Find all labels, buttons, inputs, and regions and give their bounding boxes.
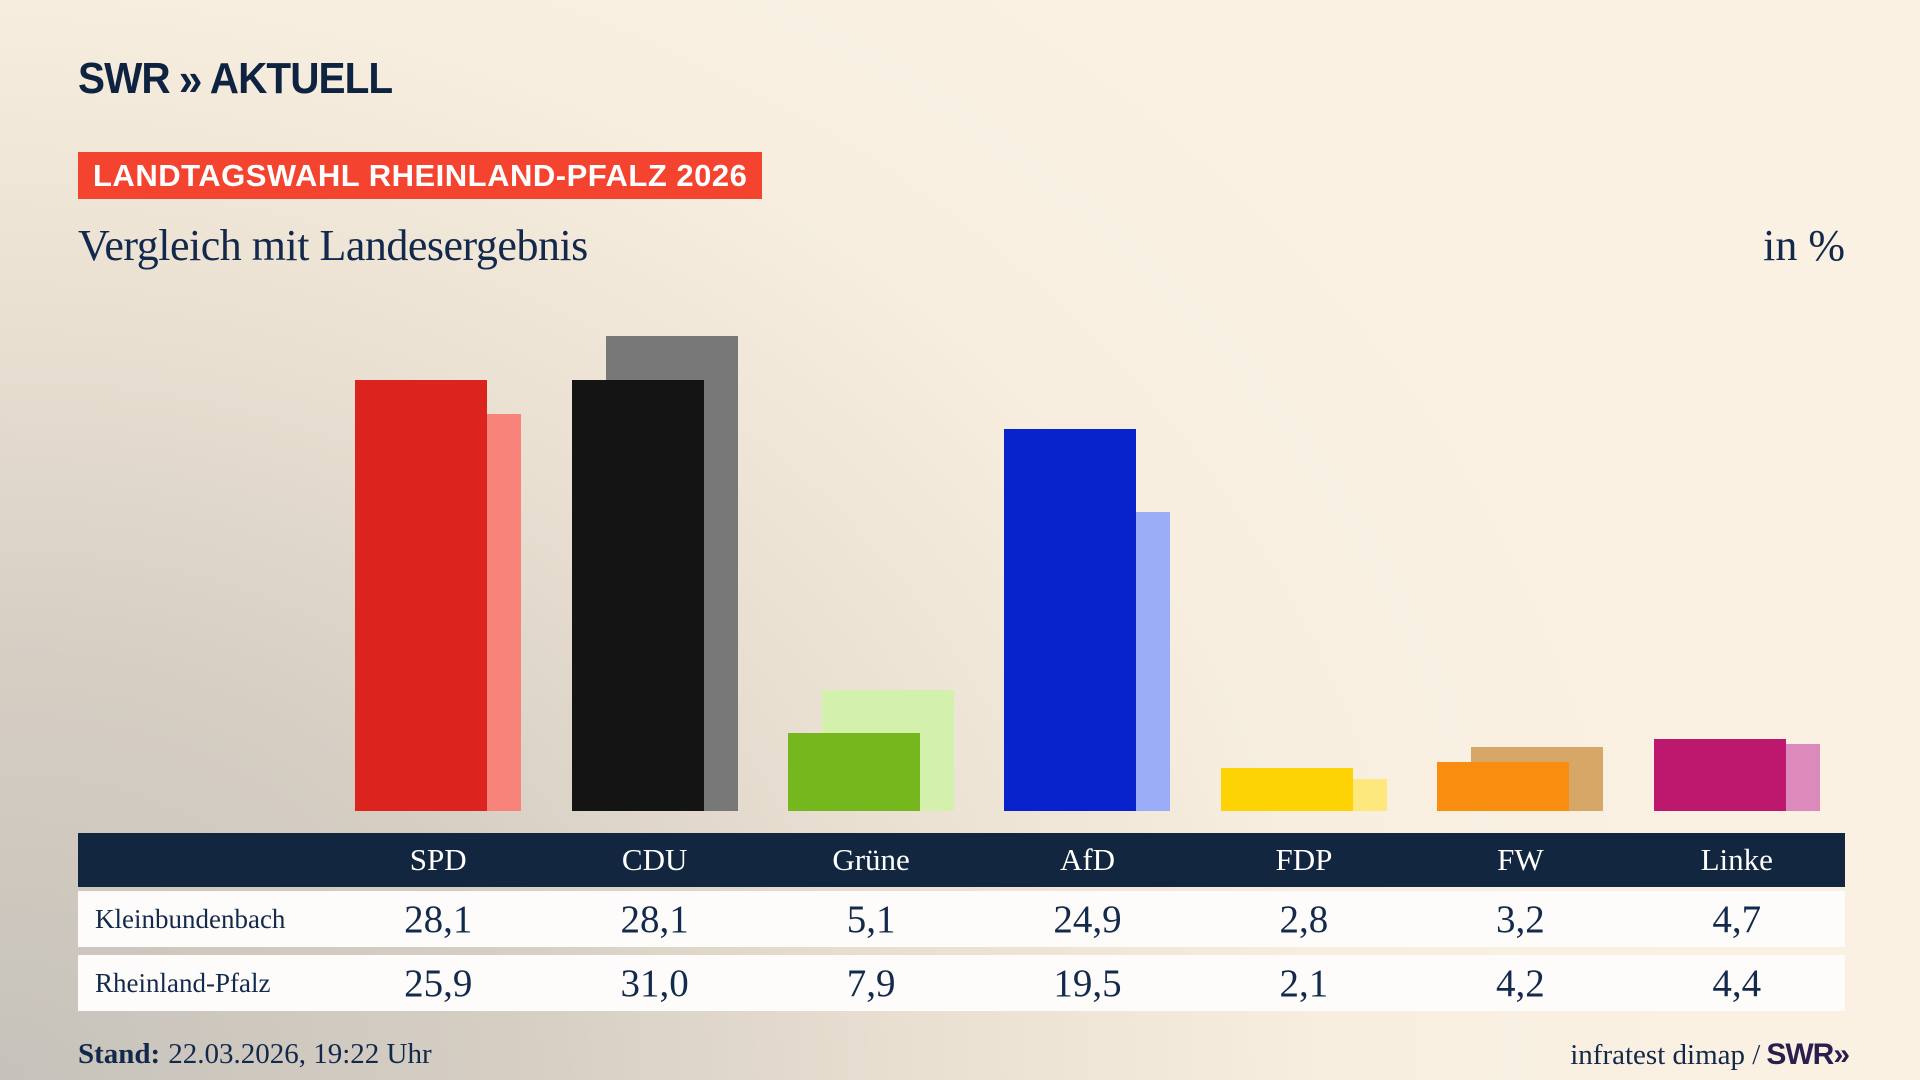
bar-municipality-result xyxy=(1220,768,1353,811)
source-chevron-icon: » xyxy=(1833,1038,1850,1071)
brand-logo: SWR» AKTUELL xyxy=(78,52,393,106)
page-title: Vergleich mit Landesergebnis xyxy=(78,221,588,270)
bar-municipality-result xyxy=(571,380,704,811)
bar-column-spd xyxy=(330,251,546,811)
bar-column-afd xyxy=(979,251,1195,811)
bar-column-fw xyxy=(1412,251,1628,811)
results-table: SPD CDU Grüne AfD FDP FW Linke Kleinbundenbach… xyxy=(78,833,1845,1019)
party-header-cell: SPD xyxy=(409,842,467,877)
bar-group xyxy=(788,251,955,811)
double-chevron-icon: » xyxy=(178,53,202,105)
value-cell: 24,9 xyxy=(1053,897,1122,941)
chart-left-spacer xyxy=(78,251,330,811)
table-row: Kleinbundenbach 28,1 28,1 5,1 24,9 2,8 3,2 4,7 xyxy=(78,891,1845,947)
value-cell: 19,5 xyxy=(1053,961,1122,1005)
bar-group xyxy=(1220,251,1387,811)
bar-column-grne xyxy=(763,251,979,811)
footer-stand: Stand: 22.03.2026, 19:22 Uhr xyxy=(78,1038,432,1071)
bar-municipality-result xyxy=(1653,739,1786,811)
row-label: Rheinland-Pfalz xyxy=(95,967,271,998)
unit-label: in % xyxy=(1763,221,1845,270)
party-header-cell: FDP xyxy=(1275,842,1333,877)
swr-wordmark: SWR xyxy=(78,54,171,103)
bar-group xyxy=(571,251,738,811)
value-cell: 7,9 xyxy=(846,961,896,1005)
stand-label: Stand: xyxy=(78,1038,161,1070)
bar-column-fdp xyxy=(1196,251,1412,811)
bar-chart xyxy=(78,251,1845,811)
bar-municipality-result xyxy=(355,380,488,811)
party-header-cell: CDU xyxy=(621,842,688,877)
source-brand: SWR» xyxy=(1766,1038,1850,1071)
table-header-row: SPD CDU Grüne AfD FDP FW Linke xyxy=(78,833,1845,887)
value-cell: 4,7 xyxy=(1712,897,1762,941)
bar-municipality-result xyxy=(1004,429,1137,811)
value-cell: 2,8 xyxy=(1279,897,1329,941)
stand-value: 22.03.2026, 19:22 Uhr xyxy=(168,1038,432,1070)
table-row: Rheinland-Pfalz 25,9 31,0 7,9 19,5 2,1 4,2 4,4 xyxy=(78,955,1845,1011)
party-header-cell: AfD xyxy=(1059,842,1116,877)
value-cell: 28,1 xyxy=(620,897,689,941)
bar-group xyxy=(1437,251,1604,811)
election-badge: LANDTAGSWAHL RHEINLAND-PFALZ 2026 xyxy=(78,152,763,199)
bar-group xyxy=(355,251,522,811)
bar-group xyxy=(1004,251,1171,811)
value-cell: 2,1 xyxy=(1279,961,1329,1005)
footer-source: infratest dimap / SWR» xyxy=(1570,1038,1850,1072)
aktuell-wordmark: AKTUELL xyxy=(209,54,393,103)
bar-municipality-result xyxy=(1437,762,1570,811)
row-label: Kleinbundenbach xyxy=(95,903,286,934)
value-cell: 4,2 xyxy=(1495,961,1545,1005)
party-header-cell: FW xyxy=(1497,842,1544,877)
value-cell: 31,0 xyxy=(620,961,689,1005)
bar-column-cdu xyxy=(546,251,762,811)
bar-column-linke xyxy=(1629,251,1845,811)
source-text: infratest dimap / xyxy=(1570,1039,1761,1071)
bar-group xyxy=(1653,251,1820,811)
source-brand-text: SWR xyxy=(1766,1038,1834,1071)
bar-municipality-result xyxy=(788,733,921,811)
value-cell: 3,2 xyxy=(1495,897,1545,941)
party-header-cell: Grüne xyxy=(832,842,910,877)
party-header-cell: Linke xyxy=(1700,842,1773,877)
value-cell: 4,4 xyxy=(1712,961,1762,1005)
value-cell: 5,1 xyxy=(846,897,896,941)
value-cell: 25,9 xyxy=(404,961,473,1005)
value-cell: 28,1 xyxy=(404,897,473,941)
